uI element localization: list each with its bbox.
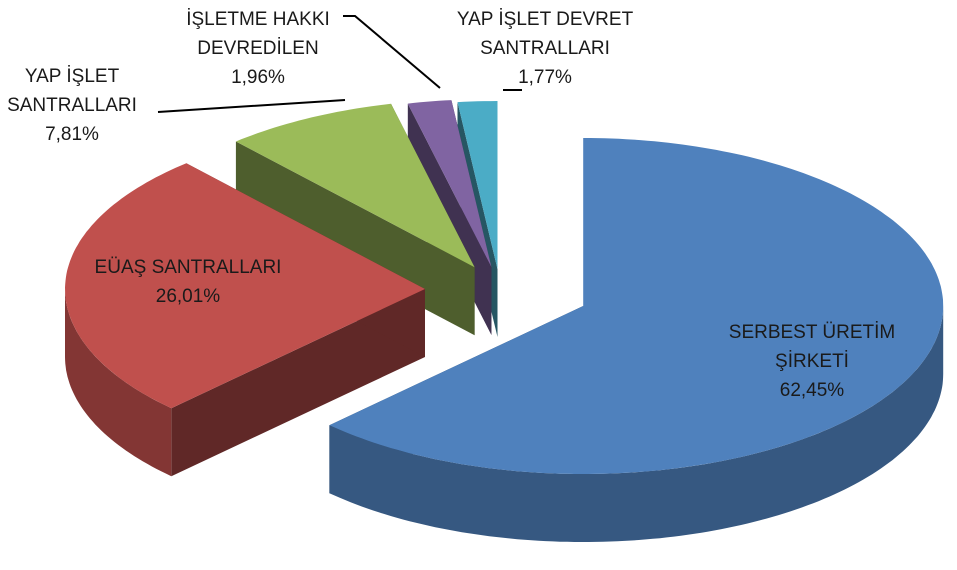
slice [65, 163, 425, 409]
category-label: YAP İŞLET DEVRET SANTRALLARI [456, 9, 634, 59]
slice-wall [65, 289, 172, 477]
value-label: 7,81% [45, 124, 99, 145]
value-label: 1,96% [231, 67, 285, 88]
slice [457, 101, 498, 269]
slice-wall [329, 306, 944, 542]
slice-label: SERBEST ÜRETİM ŞİRKETİ 62,45% [722, 318, 902, 405]
slice-label: EÜAŞ SANTRALLARI 26,01% [58, 253, 318, 311]
slice [235, 103, 475, 268]
slice [329, 138, 944, 474]
category-label: EÜAŞ SANTRALLARI [94, 257, 282, 278]
slice-label: YAP İŞLET DEVRET SANTRALLARI 1,77% [445, 5, 645, 92]
value-label: 62,45% [779, 380, 845, 401]
slice-label: İŞLETME HAKKI DEVREDİLEN 1,96% [176, 5, 341, 92]
slice-label: YAP İŞLET SANTRALLARI 7,81% [2, 62, 142, 149]
category-label: İŞLETME HAKKI DEVREDİLEN [186, 9, 330, 59]
value-label: 26,01% [155, 286, 221, 307]
leader-line [157, 99, 346, 113]
value-label: 1,77% [518, 67, 572, 88]
category-label: YAP İŞLET SANTRALLARI [7, 66, 137, 116]
pie [65, 100, 944, 542]
leader-line [343, 15, 441, 89]
slice [407, 100, 492, 267]
category-label: SERBEST ÜRETİM ŞİRKETİ [728, 322, 896, 372]
slice-face [171, 289, 425, 477]
